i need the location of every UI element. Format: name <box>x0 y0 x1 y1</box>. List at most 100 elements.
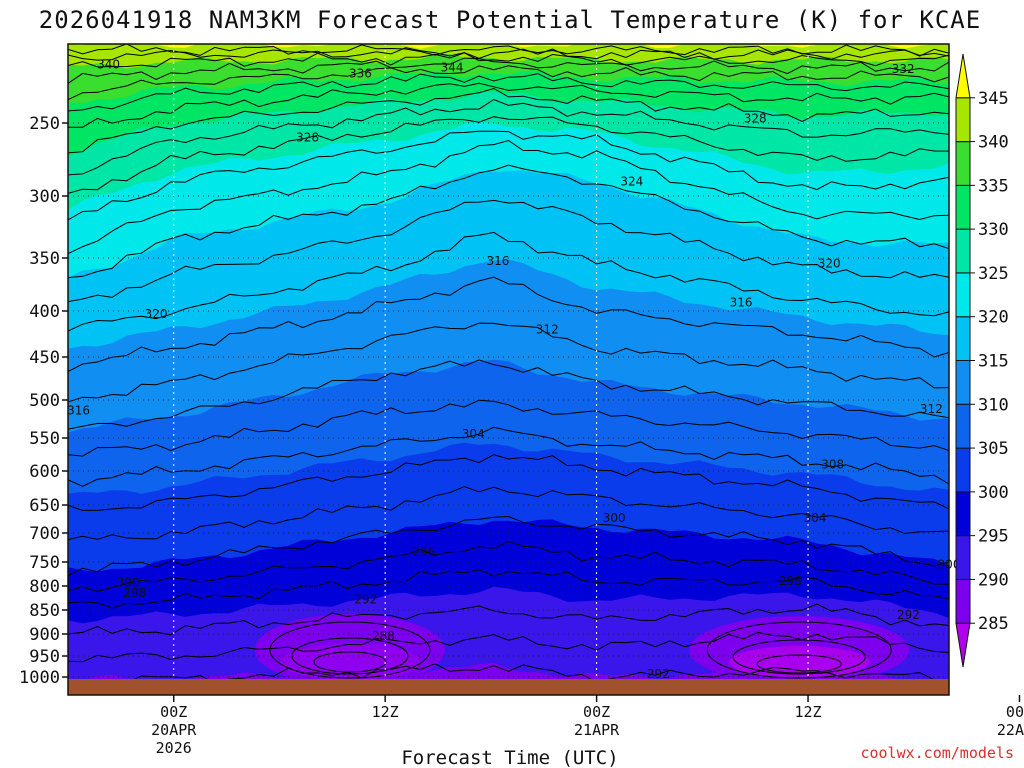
contour-320K <box>68 164 949 279</box>
contour-334K <box>68 73 949 112</box>
contour-label: 320 <box>818 256 841 270</box>
colorbar-tick-label: 315 <box>978 352 1009 372</box>
contour-322K <box>68 139 949 255</box>
colorbar-tick-label: 290 <box>978 570 1009 590</box>
contour-label: 298 <box>124 586 147 600</box>
y-tick-label: 500 <box>29 391 60 411</box>
chart-title: 2026041918 NAM3KM Forecast Potential Tem… <box>39 6 981 34</box>
x-tick-label: 20APR <box>151 721 197 739</box>
x-tick-label: 12Z <box>372 703 399 721</box>
y-tick-label: 750 <box>29 553 60 573</box>
contour-label: 328 <box>744 112 767 126</box>
colorbar-tick-label: 305 <box>978 439 1009 459</box>
cold-contour <box>756 654 842 674</box>
contour-326K <box>68 116 949 194</box>
contour-296K <box>68 569 949 609</box>
contour-330K <box>68 87 949 154</box>
colorbar-tick-label: 320 <box>978 308 1009 328</box>
contour-318K <box>68 199 949 303</box>
x-tick-label: 12Z <box>794 703 821 721</box>
colorbar-swatch-310 <box>955 360 971 405</box>
colorbar-tick-label: 325 <box>978 264 1009 284</box>
plot-frame <box>67 43 950 696</box>
contour-label: 340 <box>97 58 120 72</box>
contour-label: 336 <box>349 66 372 80</box>
contour-label: 320 <box>145 307 168 321</box>
y-tick-label: 350 <box>29 249 60 269</box>
contour-label: 324 <box>620 174 643 188</box>
contour-label: 312 <box>536 322 559 336</box>
colorbar-swatch-315 <box>955 316 971 361</box>
contour-300K <box>68 515 949 577</box>
cold-contour <box>313 651 387 673</box>
contour-314K <box>68 276 949 373</box>
y-tick-label: 1000 <box>19 668 60 688</box>
colorbar-tick-label: 310 <box>978 395 1009 415</box>
y-tick-label: 850 <box>29 601 60 621</box>
x-tick-label: 00Z <box>1006 703 1024 721</box>
colorbar-swatch-330 <box>955 184 971 230</box>
contour-304K <box>68 454 949 511</box>
y-tick-label: 550 <box>29 429 60 449</box>
colorbar-swatch-340 <box>955 97 971 143</box>
contour-label: 292 <box>354 592 377 606</box>
x-axis-label: Forecast Time (UTC) <box>401 747 618 768</box>
colorbar-tick-label: 340 <box>978 133 1009 153</box>
colorbar-swatch-345 <box>955 53 971 99</box>
contour-label: 296 <box>412 545 435 559</box>
colorbar-tick-label: 285 <box>978 614 1009 634</box>
cold-core-20apr <box>279 644 420 680</box>
y-tick-label: 800 <box>29 577 60 597</box>
y-tick-label: 450 <box>29 348 60 368</box>
ground-strip <box>68 679 949 695</box>
colorbar-swatch-295 <box>955 491 971 537</box>
y-tick-label: 300 <box>29 187 60 207</box>
x-tick-label: 21APR <box>574 721 620 739</box>
y-tick-label: 400 <box>29 302 60 322</box>
contour-label: 300 <box>116 576 139 590</box>
contour-338K <box>68 57 949 84</box>
contour-302K <box>68 486 949 541</box>
contour-label: 328 <box>296 131 319 145</box>
contour-label: 298 <box>779 574 802 588</box>
y-tick-label: 600 <box>29 462 60 482</box>
y-tick-label: 900 <box>29 625 60 645</box>
cold-contour <box>732 639 866 675</box>
colorbar-swatch-325 <box>955 228 971 274</box>
contour-label: 316 <box>67 404 90 418</box>
contour-312K <box>68 322 949 403</box>
colorbar-tick-label: 330 <box>978 220 1009 240</box>
cold-contour <box>706 621 892 679</box>
contour-306K <box>68 426 949 487</box>
contour-label: 300 <box>603 511 626 525</box>
x-tick-label: 00Z <box>160 703 187 721</box>
contour-label: 292 <box>647 667 670 681</box>
contour-label: 332 <box>892 62 915 76</box>
colorbar-swatch-320 <box>955 272 971 318</box>
contour-298K <box>68 540 949 592</box>
contour-310K <box>68 359 949 430</box>
contour-324K <box>68 130 949 221</box>
colorbar-swatch-300 <box>955 447 971 493</box>
contour-328K <box>68 98 949 176</box>
colorbar-swatch-335 <box>955 141 971 186</box>
y-tick-label: 950 <box>29 647 60 667</box>
contour-308K <box>68 399 949 457</box>
contour-label: 292 <box>897 608 920 622</box>
colorbar-swatch-290 <box>955 535 971 580</box>
contour-label: 288 <box>372 629 395 643</box>
colorbar-swatch-285 <box>955 578 971 624</box>
contour-340K <box>68 52 949 68</box>
contour-label: 304 <box>462 427 485 441</box>
credit-text: coolwx.com/models <box>860 744 1014 762</box>
y-tick-label: 250 <box>29 114 60 134</box>
cold-contour <box>291 637 409 675</box>
colorbar-tick-label: 300 <box>978 483 1009 503</box>
contour-294K <box>68 603 949 636</box>
contour-336K <box>68 65 949 101</box>
contour-344K <box>68 44 949 57</box>
y-tick-label: 650 <box>29 496 60 516</box>
colorbar-tick-label: 335 <box>978 176 1009 196</box>
contour-label: 308 <box>821 457 844 471</box>
